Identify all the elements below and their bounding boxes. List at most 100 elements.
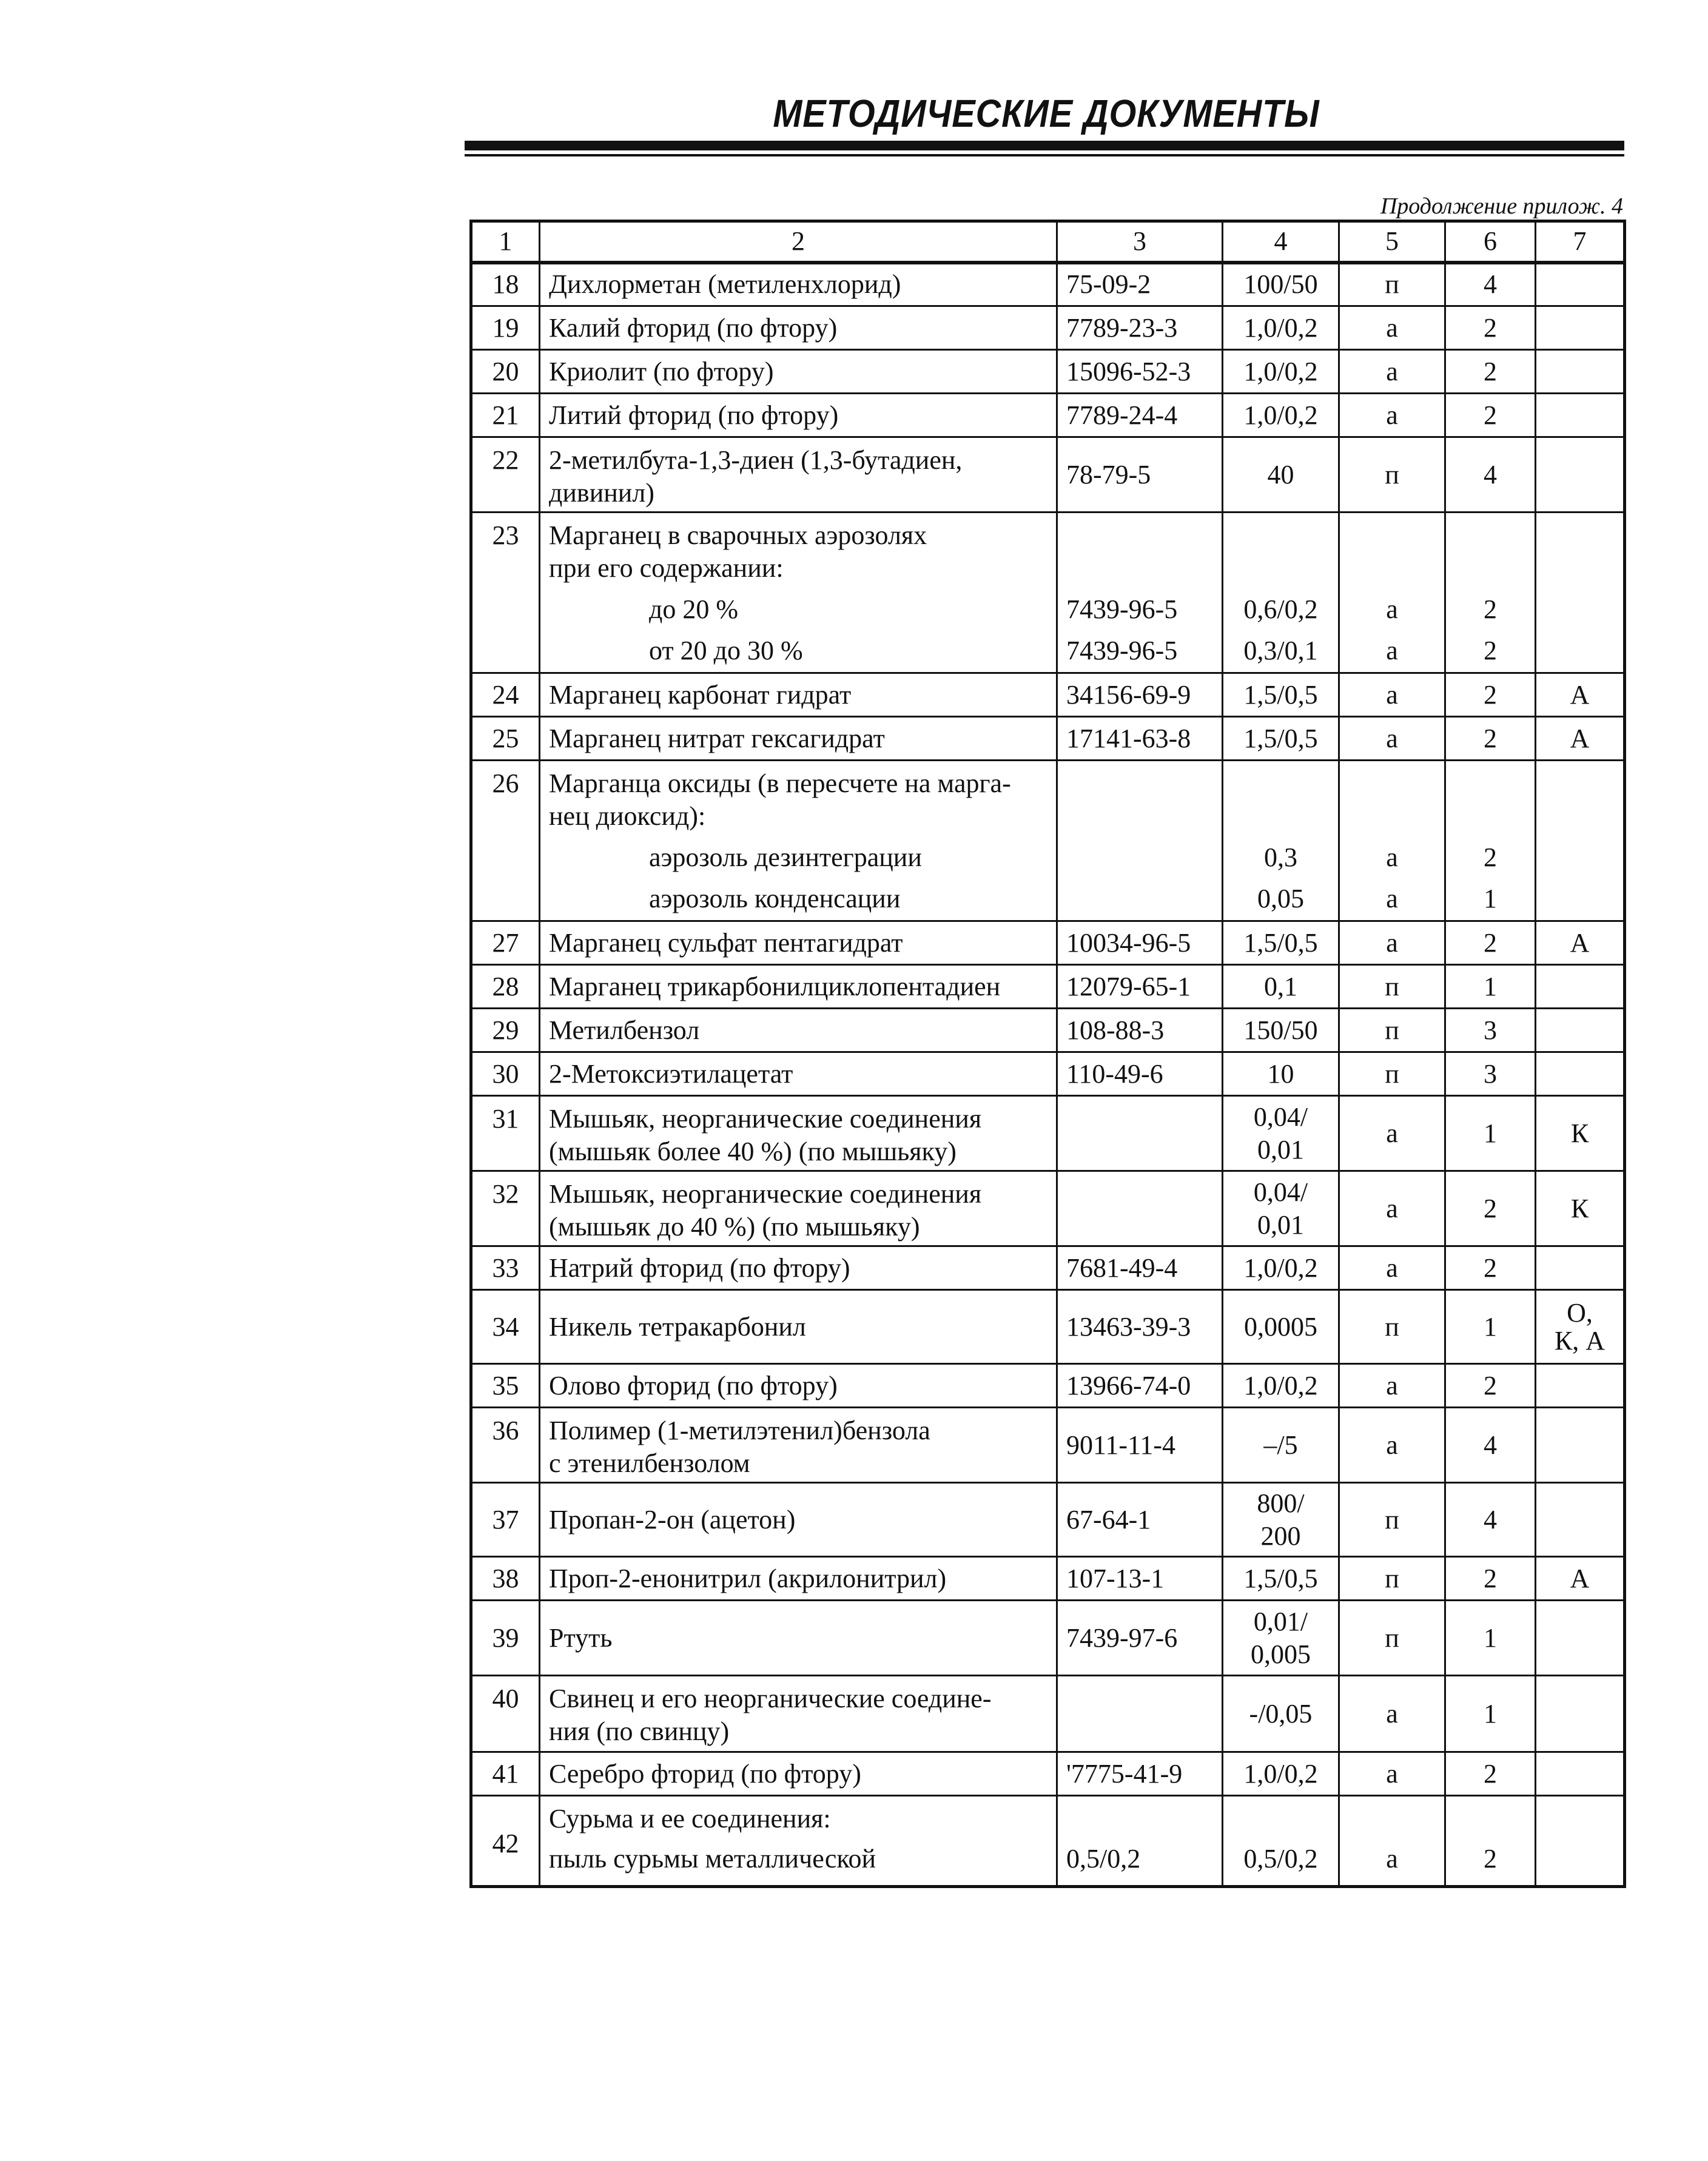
mac-value: 1,0/0,2 [1222,392,1340,438]
aggregate-state: п [1338,261,1446,307]
name-line: Проп-2-енонитрил (акрилонитрил) [549,1563,947,1593]
name-line: Метилбензол [549,1015,700,1045]
mac-value: 1,0/0,2 [1222,1245,1340,1291]
substance-name: Марганец нитрат гексагидрат [539,716,1058,761]
spacer [1454,1803,1526,1835]
table-row: 27 Марганец сульфат пентагидрат 10034-96-5… [470,920,1626,966]
table-row: 36 Полимер (1-метилэтенил)бензола с этенил… [470,1406,1626,1484]
cas-line: 10034-96-5 [1066,927,1191,958]
substance-name: Метилбензол [539,1007,1058,1053]
aggregate-state: а [1338,1095,1446,1172]
row-number: 23 [470,511,540,674]
sub-mac: 0,3 [1264,842,1297,872]
table-row: 41 Серебро фторид (по фтору) '7775-41-9 1,0… [470,1751,1626,1796]
column-header-7: 7 [1535,220,1626,264]
mac-line: 1,0/0,2 [1243,356,1318,386]
table-row: 31 Мышьяк, неорганические соединения (мышь… [470,1095,1626,1172]
name-line: Натрий фторид (по фтору) [549,1252,850,1283]
row-number: 26 [470,759,540,922]
mac-value: 1,5/0,5 [1222,716,1340,761]
name-line: Серебро фторид (по фтору) [549,1758,861,1789]
substance-name: Марганца оксиды (в пересчете на марга-не… [539,759,1058,922]
substance-name: 2-Метоксиэтилацетат [539,1051,1058,1097]
cas-number: 17141-63-8 [1056,716,1223,761]
aggregate-state: а [1338,672,1446,718]
row-number: 32 [470,1170,540,1247]
mac-line: 0,01/ [1253,1606,1308,1636]
cas-line: 7681-49-4 [1066,1252,1178,1283]
mac-value: 100/50 [1222,261,1340,307]
row-number: 20 [470,349,540,394]
spacer [1348,519,1436,552]
mac-line: 0,0005 [1244,1311,1317,1342]
row-number: 29 [470,1007,540,1053]
cas-number: 108-88-3 [1056,1007,1223,1053]
hazard-class: 2 [1444,1795,1536,1887]
cas-line: 17141-63-8 [1066,723,1191,753]
sub-state: а [1386,594,1398,624]
mac-line: 100/50 [1243,269,1318,300]
name-line: Свинец и его неорганические соедине- [549,1684,992,1713]
mac-line: 200 [1260,1521,1301,1551]
spacer [1348,767,1436,800]
sub-state: а [1386,636,1398,665]
name-line: Калий фторид (по фтору) [549,312,838,343]
sub-item-label: аэрозоль конденсации [649,884,901,913]
note-line: А [1570,679,1590,710]
mac-line: 150/50 [1243,1015,1318,1045]
cas-number: 78-79-5 [1056,436,1223,513]
row-number: 36 [470,1406,540,1484]
notes: А [1535,672,1626,718]
name-line: дивинил) [549,478,654,508]
hazard-class: 2 [1444,1556,1536,1601]
cas-line: 13966-74-0 [1066,1370,1191,1400]
table-row: 39 Ртуть 7439-97-6 0,01/0,005 п 1 [470,1599,1626,1676]
notes [1535,436,1626,513]
name-line: нец диоксид): [549,801,706,831]
name-line: Олово фторид (по фтору) [549,1370,838,1400]
cas-line: 9011-11-4 [1066,1430,1176,1460]
aggregate-state: а [1338,1406,1446,1484]
mac-line: 0,04/ [1253,1101,1308,1132]
cas-line: 7789-24-4 [1066,400,1178,430]
row-number: 39 [470,1599,540,1676]
mac-line: 1,5/0,5 [1243,1563,1318,1593]
table-row: 19 Калий фторид (по фтору) 7789-23-3 1,0/0,… [470,305,1626,351]
name-line: Мышьяк, неорганические соединения [549,1179,982,1209]
hazard-class: 2 [1444,1751,1536,1796]
row-number: 41 [470,1751,540,1796]
sub-cls: 2 [1484,636,1497,665]
column-header-1: 1 [470,220,540,264]
hazard-class: 3 [1444,1007,1536,1053]
hazard-class: 2 [1444,349,1536,394]
cas-number: 67-64-1 [1056,1482,1223,1558]
sub-item-label: пыль сурьмы металлической [549,1844,876,1874]
aggregate-state: а [1338,1795,1446,1887]
sub-cls: 2 [1484,594,1497,624]
sub-cls: 2 [1484,1844,1497,1874]
page-title: МЕТОДИЧЕСКИЕ ДОКУМЕНТЫ [773,92,1320,135]
mac-line: 1,0/0,2 [1243,1370,1318,1400]
spacer [1348,800,1436,833]
aggregate-state: а [1338,392,1446,438]
substance-name: Натрий фторид (по фтору) [539,1245,1058,1291]
name-line: Марганец трикарбонилциклопентадиен [549,971,1001,1001]
mac-line: 0,01 [1257,1134,1304,1165]
substance-name: Марганец в сварочных аэрозолях при его со… [539,511,1058,674]
cas-number: 13966-74-0 [1056,1363,1223,1408]
name-line: Дихлорметан (метиленхлорид) [549,269,901,300]
cas-number: 7439-96-5 7439-96-5 [1056,511,1223,674]
notes [1535,305,1626,351]
mac-value: 0,3 0,05 [1222,759,1340,922]
row-number: 35 [470,1363,540,1408]
substance-name: Калий фторид (по фтору) [539,305,1058,351]
mac-line: 1,0/0,2 [1243,1758,1318,1789]
sub-cls: 2 [1484,842,1497,872]
hazard-class: 4 [1444,1482,1536,1558]
name-line: Литий фторид (по фтору) [549,400,839,430]
spacer [1454,767,1526,800]
row-number: 28 [470,964,540,1009]
mac-line: 0,01 [1257,1209,1304,1240]
name-line: Криолит (по фтору) [549,356,774,386]
